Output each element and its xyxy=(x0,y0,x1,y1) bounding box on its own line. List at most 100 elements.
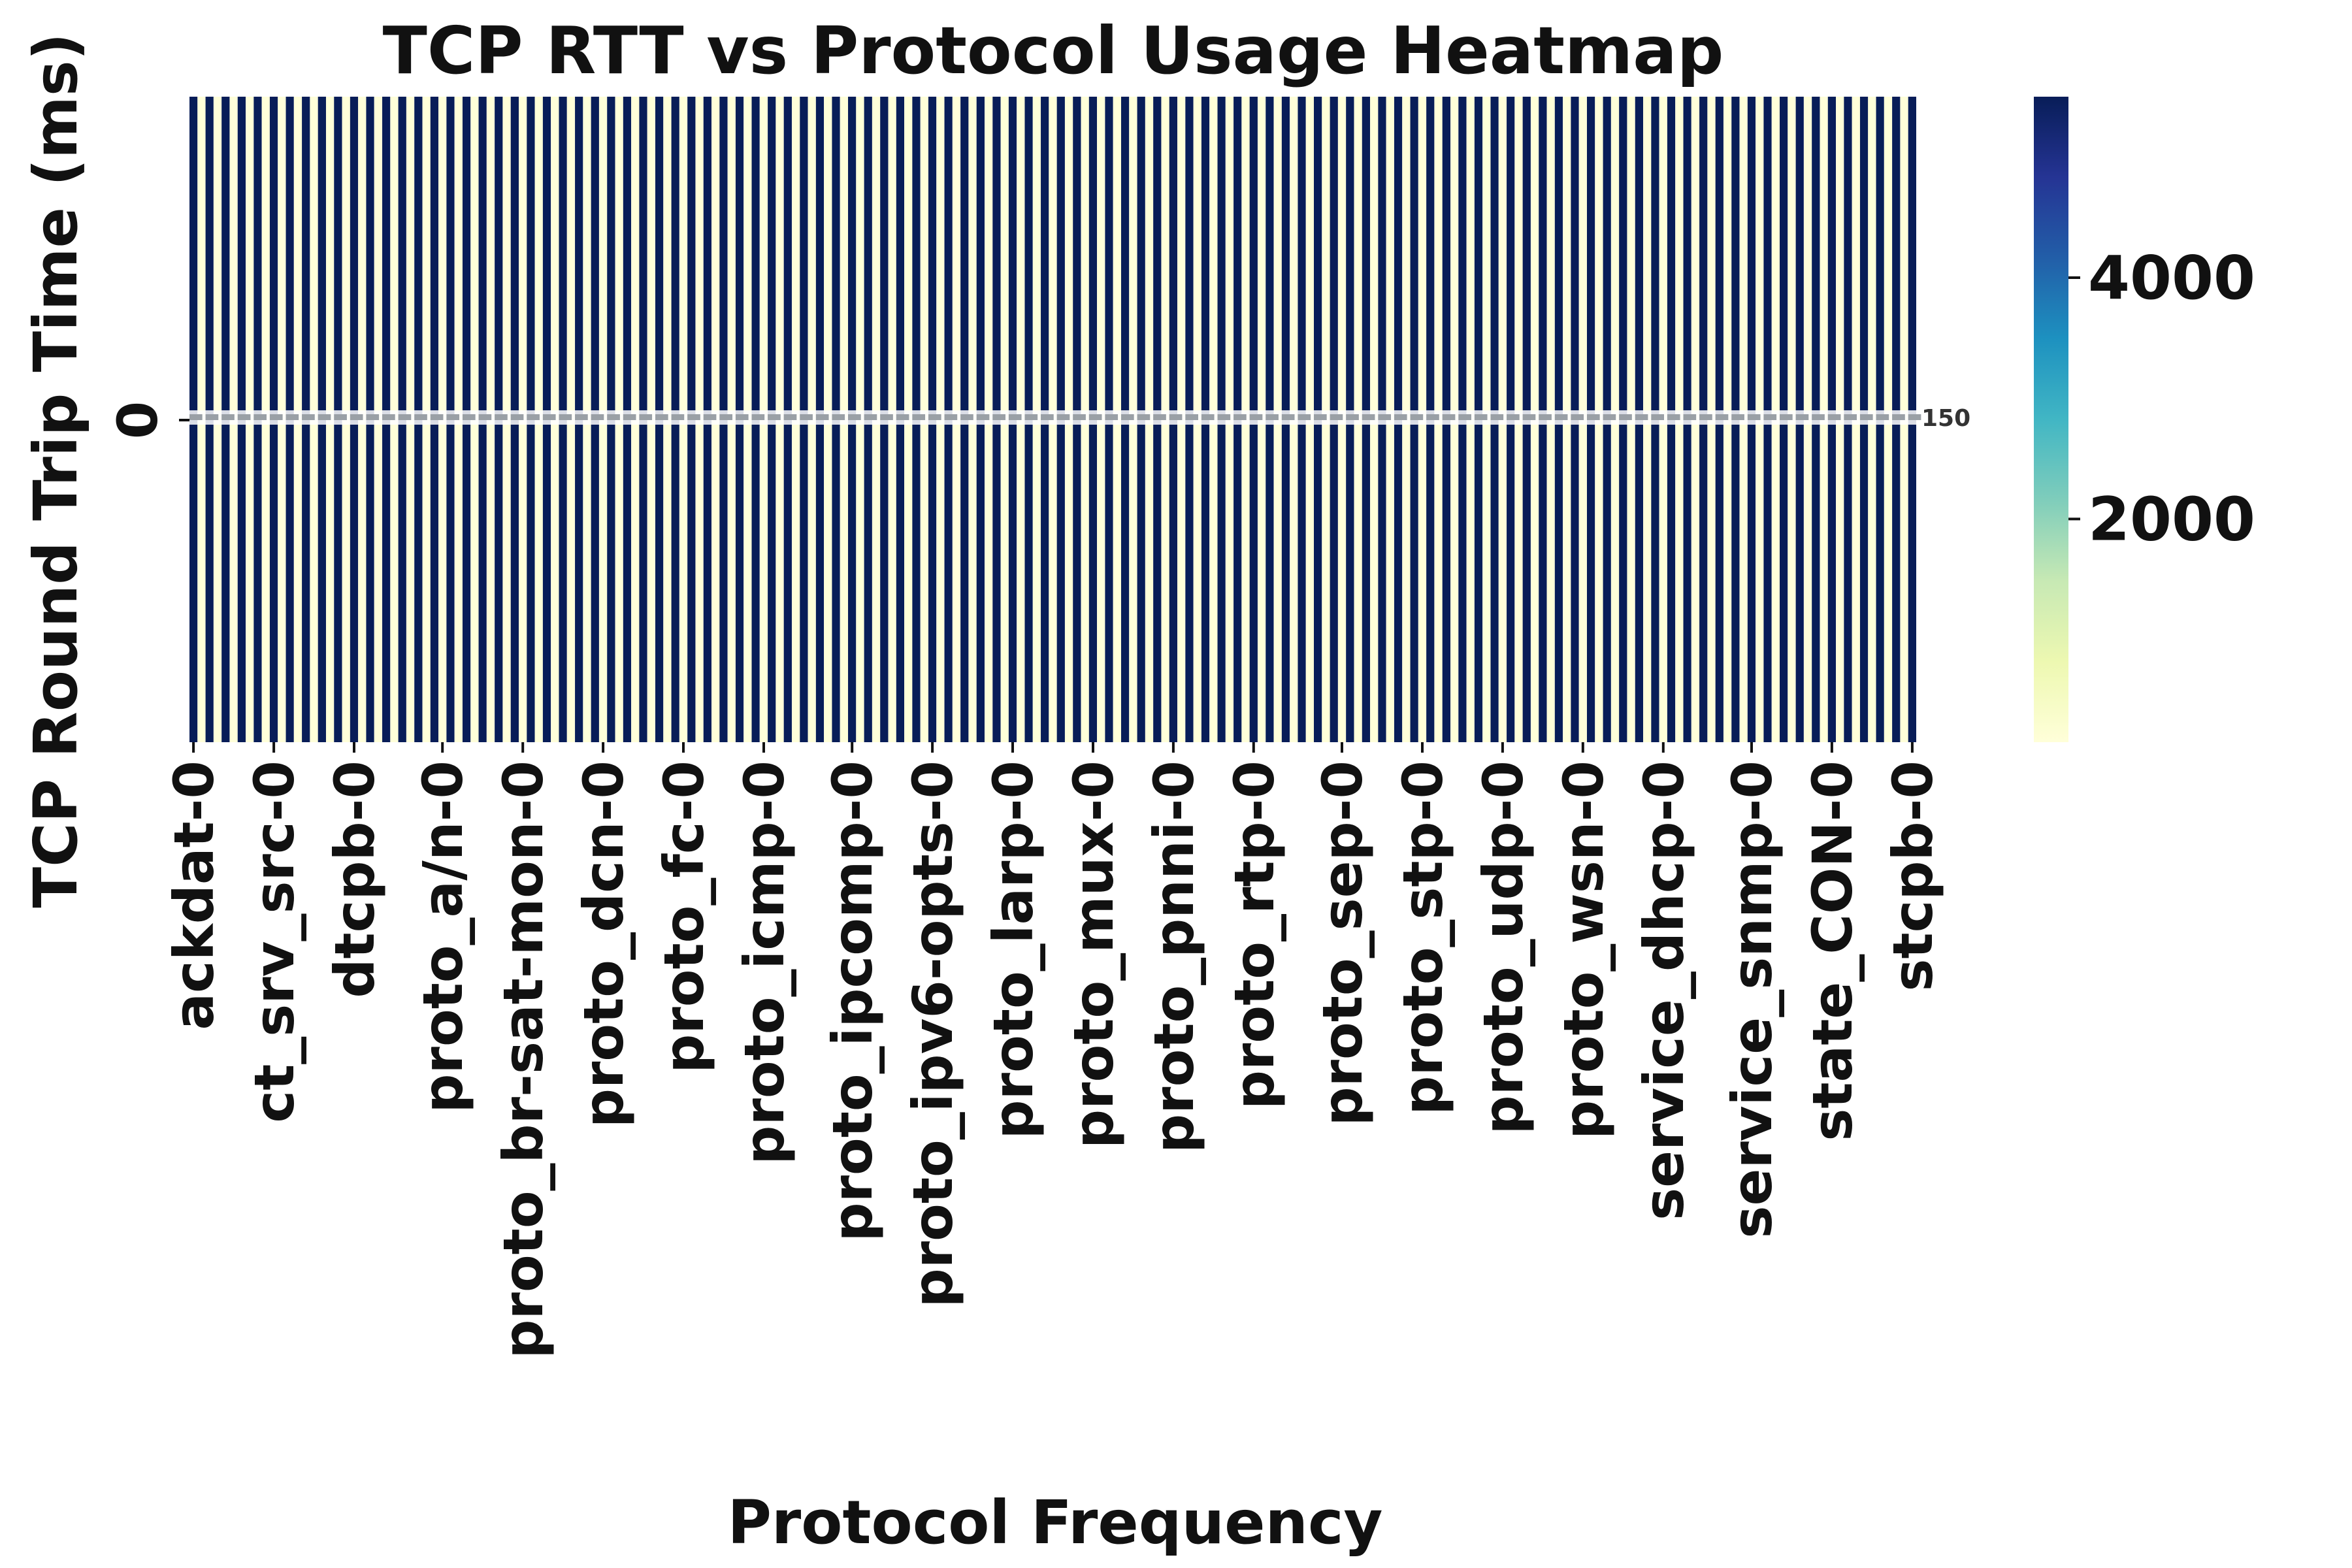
annotation-mark xyxy=(414,414,427,420)
annotation-mark xyxy=(382,414,395,420)
annotation-mark xyxy=(992,414,1005,420)
annotation-mark xyxy=(1458,414,1471,420)
annotation-mark xyxy=(848,414,861,420)
annotation-mark xyxy=(398,414,412,420)
annotation-mark xyxy=(960,414,973,420)
annotation-mark xyxy=(687,414,700,420)
annotation-mark xyxy=(1827,414,1841,420)
annotation-mark xyxy=(1249,414,1263,420)
annotation-mark xyxy=(462,414,476,420)
annotation-mark xyxy=(510,414,524,420)
chart-title: TCP RTT vs Protocol Usage Heatmap xyxy=(383,12,1724,89)
annotation-mark xyxy=(302,414,315,420)
annotation-mark xyxy=(783,414,797,420)
annotation-mark xyxy=(334,414,347,420)
x-tick-label: service_snmp-0 xyxy=(1720,760,1784,1238)
annotation-mark xyxy=(1266,414,1279,420)
annotation-mark xyxy=(1812,414,1825,420)
annotation-mark xyxy=(350,414,363,420)
annotation-mark xyxy=(1731,414,1744,420)
annotation-mark xyxy=(735,414,749,420)
annotation-mark xyxy=(1667,414,1680,420)
annotation-mark xyxy=(1281,414,1295,420)
annotation-mark xyxy=(1314,414,1327,420)
annotation-mark xyxy=(1120,414,1134,420)
x-axis: ackdat-0 ct_srv_src-0 dtcpb-0 proto_a/n-0 pr… xyxy=(162,742,1945,1359)
x-tick-label: proto_ipv6-opts-0 xyxy=(901,760,965,1307)
annotation-mark xyxy=(1185,414,1198,420)
annotation-mark xyxy=(1539,414,1552,420)
annotation-mark xyxy=(1008,414,1022,420)
x-tick-label: service_dhcp-0 xyxy=(1632,760,1696,1220)
annotation-mark xyxy=(976,414,990,420)
annotation-mark xyxy=(1298,414,1311,420)
annotation-mark xyxy=(1876,414,1889,420)
annotation-mark xyxy=(1394,414,1407,420)
annotation-mark xyxy=(446,414,460,420)
annotation-mark xyxy=(1474,414,1488,420)
x-axis-label: Protocol Frequency xyxy=(728,1488,1383,1558)
annotation-mark xyxy=(607,414,620,420)
x-tick-label: proto_mux-0 xyxy=(1062,760,1126,1149)
annotation-mark xyxy=(1153,414,1166,420)
heatmap-annotations: 150 xyxy=(176,405,1970,432)
x-tick-label: stcpb-0 xyxy=(1881,760,1945,992)
annotation-mark xyxy=(751,414,765,420)
x-tick-label: proto_a/n-0 xyxy=(411,760,475,1113)
annotation-mark xyxy=(591,414,604,420)
annotation-mark xyxy=(1780,414,1793,420)
annotation-mark xyxy=(1442,414,1456,420)
annotation-mark xyxy=(1105,414,1119,420)
colorbar: 2000 4000 xyxy=(2034,97,2255,742)
annotation-mark xyxy=(1795,414,1809,420)
annotation-mark xyxy=(1908,414,1921,420)
x-tick-label: proto_larp-0 xyxy=(981,760,1045,1139)
annotation-mark xyxy=(286,414,299,420)
annotation-mark xyxy=(527,414,540,420)
annotation-mark xyxy=(1619,414,1632,420)
x-tick-label: ct_srv_src-0 xyxy=(242,760,306,1123)
annotation-mark xyxy=(1041,414,1054,420)
annotation-mark xyxy=(1056,414,1070,420)
annotation-mark xyxy=(366,414,380,420)
annotation-mark xyxy=(205,414,219,420)
annotation-mark xyxy=(671,414,685,420)
annotation-mark xyxy=(815,414,829,420)
annotation-mark xyxy=(1024,414,1038,420)
annotation-mark xyxy=(1892,414,1905,420)
annotation-mark xyxy=(1683,414,1697,420)
x-tick-label: proto_wsn-0 xyxy=(1552,760,1616,1139)
annotation-mark xyxy=(1763,414,1777,420)
annotation-mark xyxy=(1137,414,1151,420)
annotation-mark xyxy=(1330,414,1343,420)
annotation-mark xyxy=(542,414,556,420)
x-tick-label: proto_dcn-0 xyxy=(572,760,636,1128)
annotation-mark xyxy=(1715,414,1729,420)
annotation-mark xyxy=(719,414,733,420)
annotation-mark xyxy=(912,414,926,420)
x-tick-label: dtcpb-0 xyxy=(323,760,387,998)
y-axis: 0 xyxy=(106,401,189,439)
annotation-label: 150 xyxy=(1921,405,1970,432)
annotation-mark xyxy=(655,414,668,420)
annotation-mark xyxy=(928,414,941,420)
annotation-mark xyxy=(1201,414,1215,420)
annotation-mark xyxy=(896,414,909,420)
colorbar-tick-label: 2000 xyxy=(2088,484,2255,554)
annotation-mark xyxy=(1169,414,1183,420)
annotation-mark xyxy=(1346,414,1359,420)
x-tick-label: ackdat-0 xyxy=(162,760,226,1030)
colorbar-gradient xyxy=(2034,97,2068,742)
annotation-mark xyxy=(864,414,877,420)
annotation-mark xyxy=(430,414,444,420)
annotation-mark xyxy=(478,414,492,420)
annotation-mark xyxy=(318,414,331,420)
annotation-mark xyxy=(1217,414,1231,420)
annotation-mark xyxy=(1490,414,1504,420)
annotation-mark xyxy=(800,414,813,420)
annotation-mark xyxy=(1651,414,1664,420)
annotation-mark xyxy=(768,414,781,420)
annotation-mark xyxy=(1522,414,1536,420)
colorbar-ticks: 2000 4000 xyxy=(2068,243,2255,554)
